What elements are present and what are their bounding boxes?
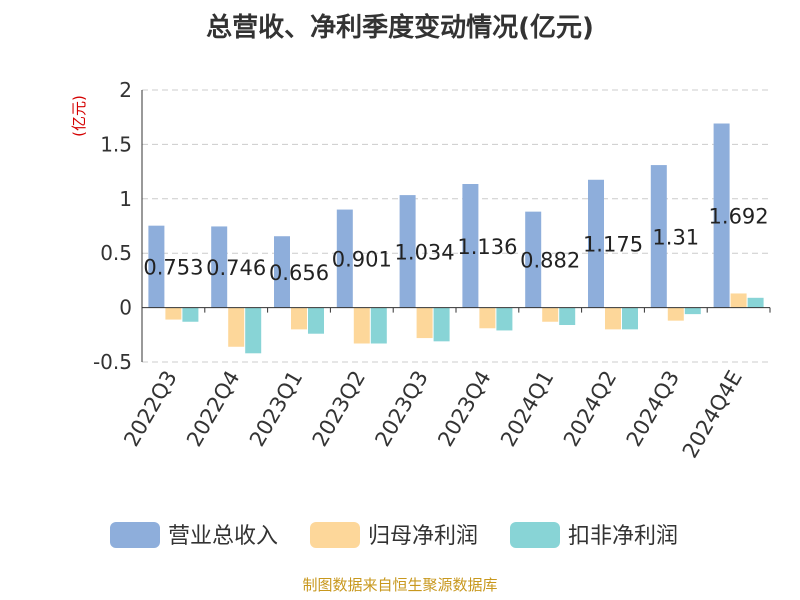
y-tick-label: 1 [119, 187, 132, 211]
bar-revenue [148, 225, 165, 308]
bar-revenue [588, 179, 604, 308]
bar-revenue [713, 123, 730, 308]
legend-label: 营业总收入 [168, 524, 278, 549]
x-tick-label: 2024Q4E [678, 367, 747, 463]
data-label: 0.656 [269, 261, 329, 285]
bar-net-profit [479, 307, 496, 329]
y-tick-label: 0.5 [100, 241, 132, 265]
bar-revenue [462, 184, 479, 308]
bar-net-profit [416, 307, 433, 339]
x-tick-label: 2024Q3 [622, 367, 684, 451]
bar-revenue [211, 226, 228, 308]
data-label: 1.034 [395, 240, 455, 264]
x-tick-label: 2022Q3 [119, 367, 181, 451]
legend-label: 归母净利润 [368, 524, 478, 549]
bar-revenue [336, 209, 353, 308]
bar-deducted-profit [182, 307, 199, 322]
bar-deducted-profit [496, 307, 513, 331]
data-label: 1.136 [457, 235, 517, 259]
bar-revenue [399, 195, 416, 308]
data-label: 0.746 [206, 256, 266, 280]
bar-deducted-profit [559, 307, 576, 326]
bar-net-profit [353, 307, 370, 344]
data-label: 1.692 [709, 205, 769, 229]
bar-net-profit [605, 307, 621, 330]
chart-title: 总营收、净利季度变动情况(亿元) [206, 12, 594, 43]
bar-deducted-profit [684, 307, 701, 315]
y-tick-label: 0 [119, 296, 132, 320]
data-label: 1.31 [652, 225, 699, 249]
bar-net-profit [165, 307, 182, 320]
bar-revenue [650, 165, 667, 308]
legend-label: 扣非净利润 [568, 524, 678, 549]
x-tick-label: 2023Q4 [433, 367, 495, 451]
bar-net-profit [667, 307, 684, 321]
y-tick-label: 2 [119, 78, 132, 102]
bar-deducted-profit [308, 307, 324, 334]
legend-swatch [310, 522, 360, 548]
y-unit-label: (亿元) [70, 95, 88, 137]
bar-net-profit [542, 307, 559, 322]
x-tick-label: 2024Q2 [559, 367, 621, 451]
x-tick-label: 2023Q2 [308, 367, 370, 451]
source-note: 制图数据来自恒生聚源数据库 [302, 576, 497, 594]
bar-deducted-profit [370, 307, 387, 344]
legend-swatch [510, 522, 560, 548]
data-label: 0.882 [520, 249, 580, 273]
bar-deducted-profit [433, 307, 450, 342]
bar-deducted-profit [245, 307, 262, 354]
bar-revenue [525, 211, 542, 308]
bar-deducted-profit [622, 307, 638, 330]
x-tick-label: 2022Q4 [182, 367, 244, 451]
bar-deducted-profit [747, 297, 764, 308]
data-label: 0.753 [143, 256, 203, 280]
data-label: 1.175 [583, 233, 643, 257]
y-tick-label: 1.5 [100, 132, 132, 156]
x-tick-label: 2024Q1 [496, 367, 558, 451]
legend-swatch [110, 522, 160, 548]
y-tick-label: -0.5 [93, 350, 132, 374]
data-label: 0.901 [332, 248, 392, 272]
bar-revenue [274, 236, 290, 308]
x-tick-label: 2023Q3 [370, 367, 432, 451]
bar-net-profit [291, 307, 307, 330]
bar-net-profit [730, 293, 747, 308]
x-tick-label: 2023Q1 [245, 367, 307, 451]
bar-net-profit [228, 307, 245, 347]
